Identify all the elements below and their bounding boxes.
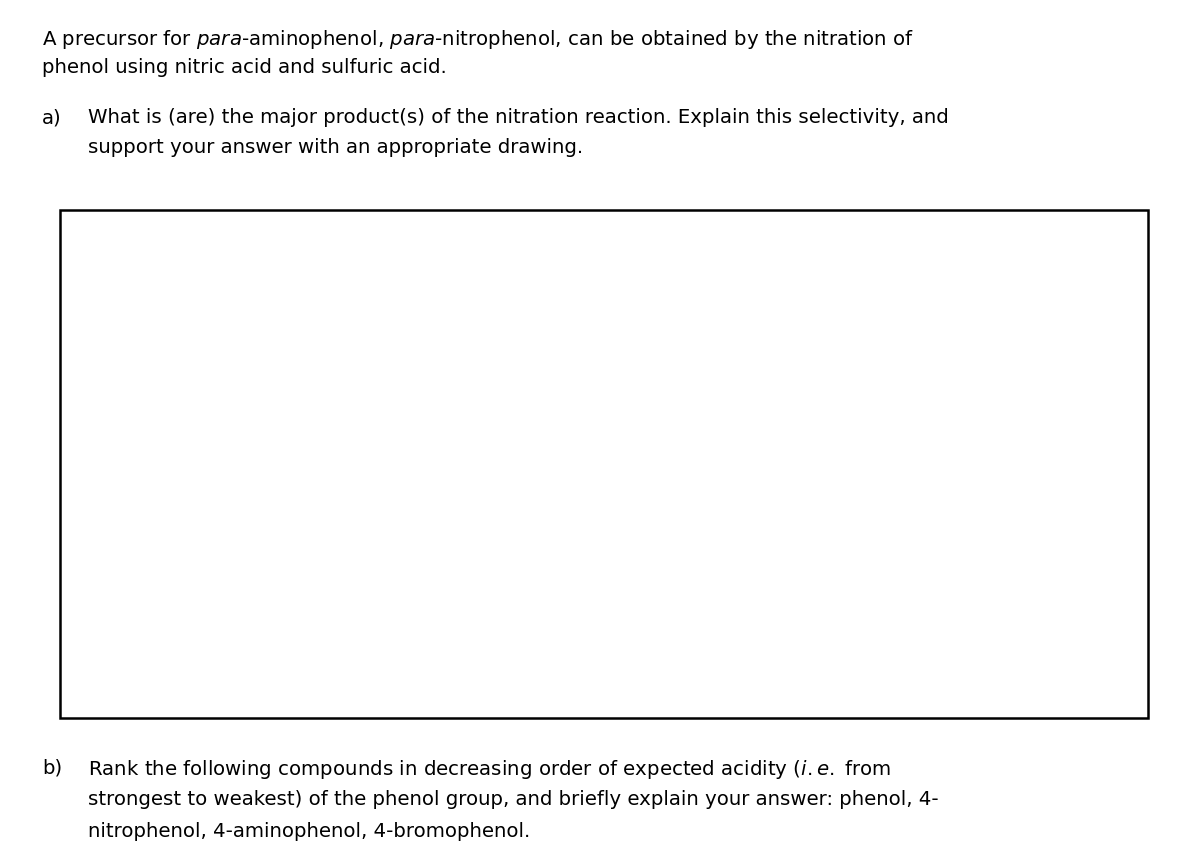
Bar [60, 210, 1148, 718]
Text: Rank the following compounds in decreasing order of expected acidity ($\mathit{i: Rank the following compounds in decreasi… [88, 758, 892, 781]
Text: strongest to weakest) of the phenol group, and briefly explain your answer: phen: strongest to weakest) of the phenol grou… [88, 790, 938, 809]
Text: a): a) [42, 108, 61, 127]
Text: What is (are) the major product(s) of the nitration reaction. Explain this selec: What is (are) the major product(s) of th… [88, 108, 949, 127]
Text: A precursor for $\mathit{para}$-aminophenol, $\mathit{para}$-nitrophenol, can be: A precursor for $\mathit{para}$-aminophe… [42, 28, 914, 51]
Text: nitrophenol, 4-aminophenol, 4-bromophenol.: nitrophenol, 4-aminophenol, 4-bromopheno… [88, 822, 530, 841]
Text: b): b) [42, 758, 62, 777]
Text: phenol using nitric acid and sulfuric acid.: phenol using nitric acid and sulfuric ac… [42, 58, 446, 77]
Text: support your answer with an appropriate drawing.: support your answer with an appropriate … [88, 138, 583, 157]
